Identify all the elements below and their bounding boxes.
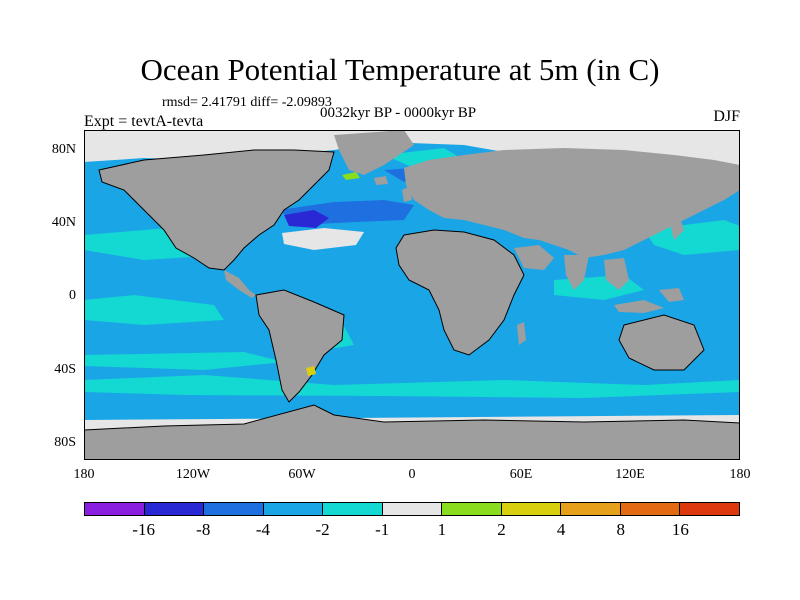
season-label: DJF: [713, 108, 740, 125]
arctic-neutral-band: [84, 130, 740, 175]
colorbar-label: 4: [556, 520, 566, 539]
y-tick-80n: 80N: [51, 142, 76, 157]
y-tick-80s: 80S: [54, 435, 76, 450]
stats-text: rmsd= 2.41791 diff= -2.09893: [162, 95, 332, 110]
land-masses: [84, 130, 740, 460]
colorbar-swatch: [680, 503, 740, 515]
colorbar-swatch: [263, 503, 324, 515]
colorbar-swatch: [561, 503, 621, 515]
colorbar-swatch: [382, 503, 443, 515]
colorbar-label: 1: [437, 520, 447, 539]
map-panel: [84, 130, 740, 460]
colorbar-label: -16: [132, 520, 155, 539]
experiment-label: Expt = tevtA-tevta: [84, 113, 204, 130]
colorbar-swatch: [144, 503, 205, 515]
x-tick-180w: 180: [73, 467, 95, 482]
colorbar-swatch: [204, 503, 264, 515]
colorbar-label: -2: [315, 520, 330, 539]
colorbar-swatch: [85, 503, 145, 515]
colorbar-swatch: [501, 503, 562, 515]
y-tick-40n: 40N: [51, 215, 76, 230]
colorbar-label: 2: [497, 520, 506, 539]
positive-anomaly-patch: [342, 172, 360, 180]
y-tick-0: 0: [69, 288, 76, 303]
colorbar-label: -4: [255, 520, 270, 539]
x-tick-0: 0: [408, 467, 416, 482]
period-text: 0032kyr BP - 0000kyr BP: [320, 105, 477, 121]
colorbar-swatch: [442, 503, 502, 515]
x-tick-120w: 120W: [175, 467, 211, 482]
colorbar-label: 16: [671, 520, 689, 539]
colorbar-swatch: [620, 503, 681, 515]
colorbar: [84, 502, 740, 516]
x-tick-120e: 120E: [615, 467, 645, 482]
colorbar-swatch: [323, 503, 383, 515]
positive-anomaly-patch-south: [306, 366, 316, 376]
x-tick-60e: 60E: [509, 467, 533, 482]
colorbar-label: -1: [375, 520, 390, 539]
x-tick-60w: 60W: [288, 467, 316, 482]
world-map: [84, 130, 740, 460]
coastlines: [84, 149, 740, 431]
y-tick-40s: 40S: [54, 362, 76, 377]
map-frame: [84, 130, 740, 460]
x-tick-180e: 180: [729, 467, 751, 482]
neutral-anomaly-patch: [282, 228, 364, 250]
colorbar-label: 8: [616, 520, 625, 539]
map-title: Ocean Potential Temperature at 5m (in C): [140, 52, 660, 87]
colorbar-label: -8: [196, 520, 211, 539]
